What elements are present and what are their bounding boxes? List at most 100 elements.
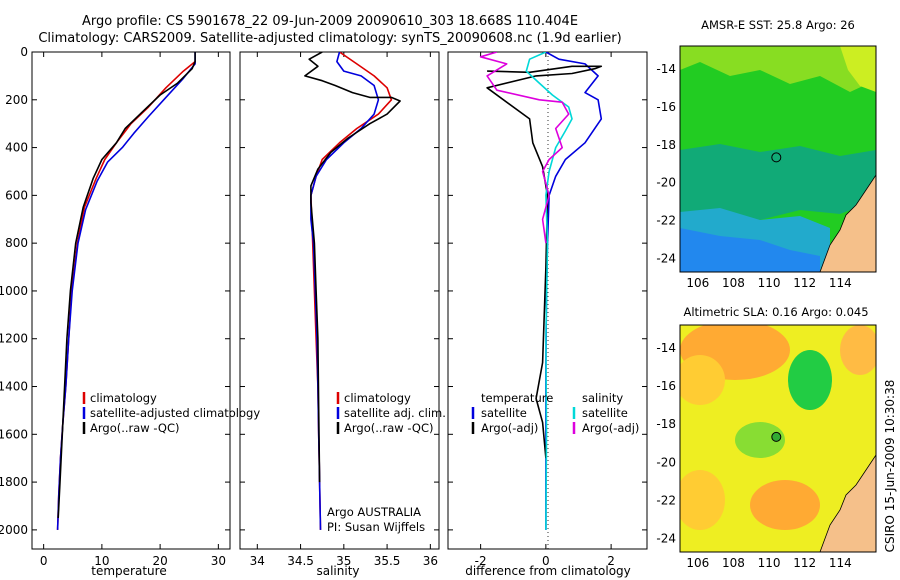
map-y-tick-label: -24 — [656, 252, 676, 266]
series-line — [525, 52, 573, 530]
map-x-tick-label: 108 — [722, 276, 745, 290]
argo-location-marker — [771, 152, 782, 163]
temperature-legend: climatology satellite-adjusted climatolo… — [82, 391, 260, 435]
map-y-tick-label: -24 — [656, 532, 676, 546]
y-tick-label: 600 — [5, 188, 28, 202]
map-x-tick-label: 108 — [722, 556, 745, 570]
y-tick-label: 0 — [20, 45, 28, 59]
figure-title-line2: Climatology: CARS2009. Satellite-adjuste… — [38, 31, 621, 46]
x-tick-label: 2 — [607, 554, 615, 568]
sla-high-south — [750, 480, 820, 530]
map-x-tick-label: 106 — [686, 276, 709, 290]
y-tick-label: 800 — [5, 236, 28, 250]
sst-warm-patch-north — [680, 46, 876, 92]
legend-label-sal-satellite: satellite — [582, 406, 628, 420]
y-tick-label: 2000 — [0, 523, 28, 537]
x-tick-label: 34 — [250, 554, 265, 568]
pi-label: PI: Susan Wijffels — [327, 520, 425, 534]
difference-plot-frame — [447, 51, 648, 550]
x-tick-label: 34.5 — [287, 554, 314, 568]
legend-label-argo: Argo(..raw -QC) — [344, 421, 434, 435]
x-tick-label: 20 — [152, 554, 167, 568]
argo-program-label: Argo AUSTRALIA — [327, 505, 421, 519]
series-line — [479, 52, 570, 244]
sst-cool-band — [680, 144, 876, 220]
map-x-tick-label: 112 — [793, 276, 816, 290]
temperature-plot-frame — [31, 51, 231, 550]
sla-map-title: Altimetric SLA: 0.16 Argo: 0.045 — [683, 305, 868, 319]
salinity-series-layer — [304, 52, 401, 530]
legend-label-temp-satellite: satellite — [481, 406, 527, 420]
sla-high-east — [840, 325, 876, 375]
map-x-tick-label: 114 — [829, 276, 852, 290]
legend-label-temp-argo: Argo(-adj) — [481, 421, 538, 435]
y-tick-label: 1400 — [0, 380, 28, 394]
map-x-tick-label: 114 — [829, 556, 852, 570]
sst-land-australia — [819, 174, 876, 272]
sla-low-center — [735, 422, 785, 458]
series-line — [57, 52, 196, 518]
y-tick-label: 1600 — [0, 427, 28, 441]
map-y-tick-label: -20 — [656, 176, 676, 190]
x-tick-label: 36 — [423, 554, 438, 568]
legend-label-satellite-adj: satellite adj. clim. — [344, 406, 446, 420]
map-y-tick-label: -22 — [656, 214, 676, 228]
salinity-plot-frame — [239, 51, 440, 550]
difference-xlabel: difference from climatology — [465, 564, 631, 578]
legend-label-sal-argo: Argo(-adj) — [582, 421, 639, 435]
map-y-tick-label: -18 — [656, 417, 676, 431]
x-tick-label: 0 — [542, 554, 550, 568]
x-tick-label: 30 — [211, 554, 226, 568]
legend-label-satellite-adjusted: satellite-adjusted climatology — [90, 406, 260, 420]
timestamp-stamp: CSIRO 15-Jun-2009 10:30:38 — [883, 380, 897, 553]
salinity-legend: climatology satellite adj. clim. Argo(..… — [336, 391, 446, 435]
difference-salinity-legend: salinity satellite Argo(-adj) — [572, 391, 639, 435]
legend-label-argo: Argo(..raw -QC) — [90, 421, 180, 435]
y-tick-label: 1200 — [0, 332, 28, 346]
salinity-xlabel: salinity — [316, 564, 359, 578]
series-line — [304, 52, 401, 483]
legend-header-temperature: temperature — [481, 391, 553, 405]
y-tick-label: 400 — [5, 141, 28, 155]
x-tick-label: 0 — [40, 554, 48, 568]
map-y-tick-label: -16 — [656, 100, 676, 114]
legend-header-salinity: salinity — [582, 391, 623, 405]
map-x-tick-label: 112 — [793, 556, 816, 570]
sst-map-frame — [679, 45, 877, 273]
legend-label-climatology: climatology — [344, 391, 411, 405]
sla-low-east — [788, 350, 832, 410]
y-tick-label: 1000 — [0, 284, 28, 298]
temperature-xlabel: temperature — [91, 564, 166, 578]
sla-map-frame — [679, 324, 877, 553]
map-y-tick-label: -22 — [656, 493, 676, 507]
map-x-tick-label: 110 — [758, 276, 781, 290]
x-tick-label: 35.5 — [374, 554, 401, 568]
x-tick-label: 35 — [336, 554, 351, 568]
map-y-tick-label: -14 — [656, 62, 676, 76]
difference-temperature-legend: temperature satellite Argo(-adj) — [471, 391, 553, 435]
series-line — [486, 65, 603, 459]
figure-title-line1: Argo profile: CS 5901678_22 09-Jun-2009 … — [82, 14, 578, 29]
x-tick-label: 10 — [94, 554, 109, 568]
sst-warm-patch-northeast — [840, 46, 876, 92]
temperature-series-layer — [56, 52, 196, 530]
difference-series-layer — [479, 52, 603, 549]
map-y-tick-label: -18 — [656, 138, 676, 152]
map-y-tick-label: -14 — [656, 341, 676, 355]
sla-land-australia — [819, 454, 876, 552]
map-x-tick-label: 110 — [758, 556, 781, 570]
y-tick-label: 200 — [5, 93, 28, 107]
map-y-tick-label: -20 — [656, 455, 676, 469]
sst-map-field — [680, 46, 876, 272]
sst-coldest-water — [680, 228, 820, 272]
map-x-tick-label: 106 — [686, 556, 709, 570]
x-tick-label: -2 — [475, 554, 487, 568]
sla-high-northwest — [680, 355, 725, 405]
y-tick-label: 1800 — [0, 475, 28, 489]
argo-location-marker — [771, 431, 782, 442]
legend-label-climatology: climatology — [90, 391, 157, 405]
sla-high-southwest — [680, 470, 725, 530]
map-y-tick-label: -16 — [656, 379, 676, 393]
sst-map-title: AMSR-E SST: 25.8 Argo: 26 — [701, 18, 855, 32]
